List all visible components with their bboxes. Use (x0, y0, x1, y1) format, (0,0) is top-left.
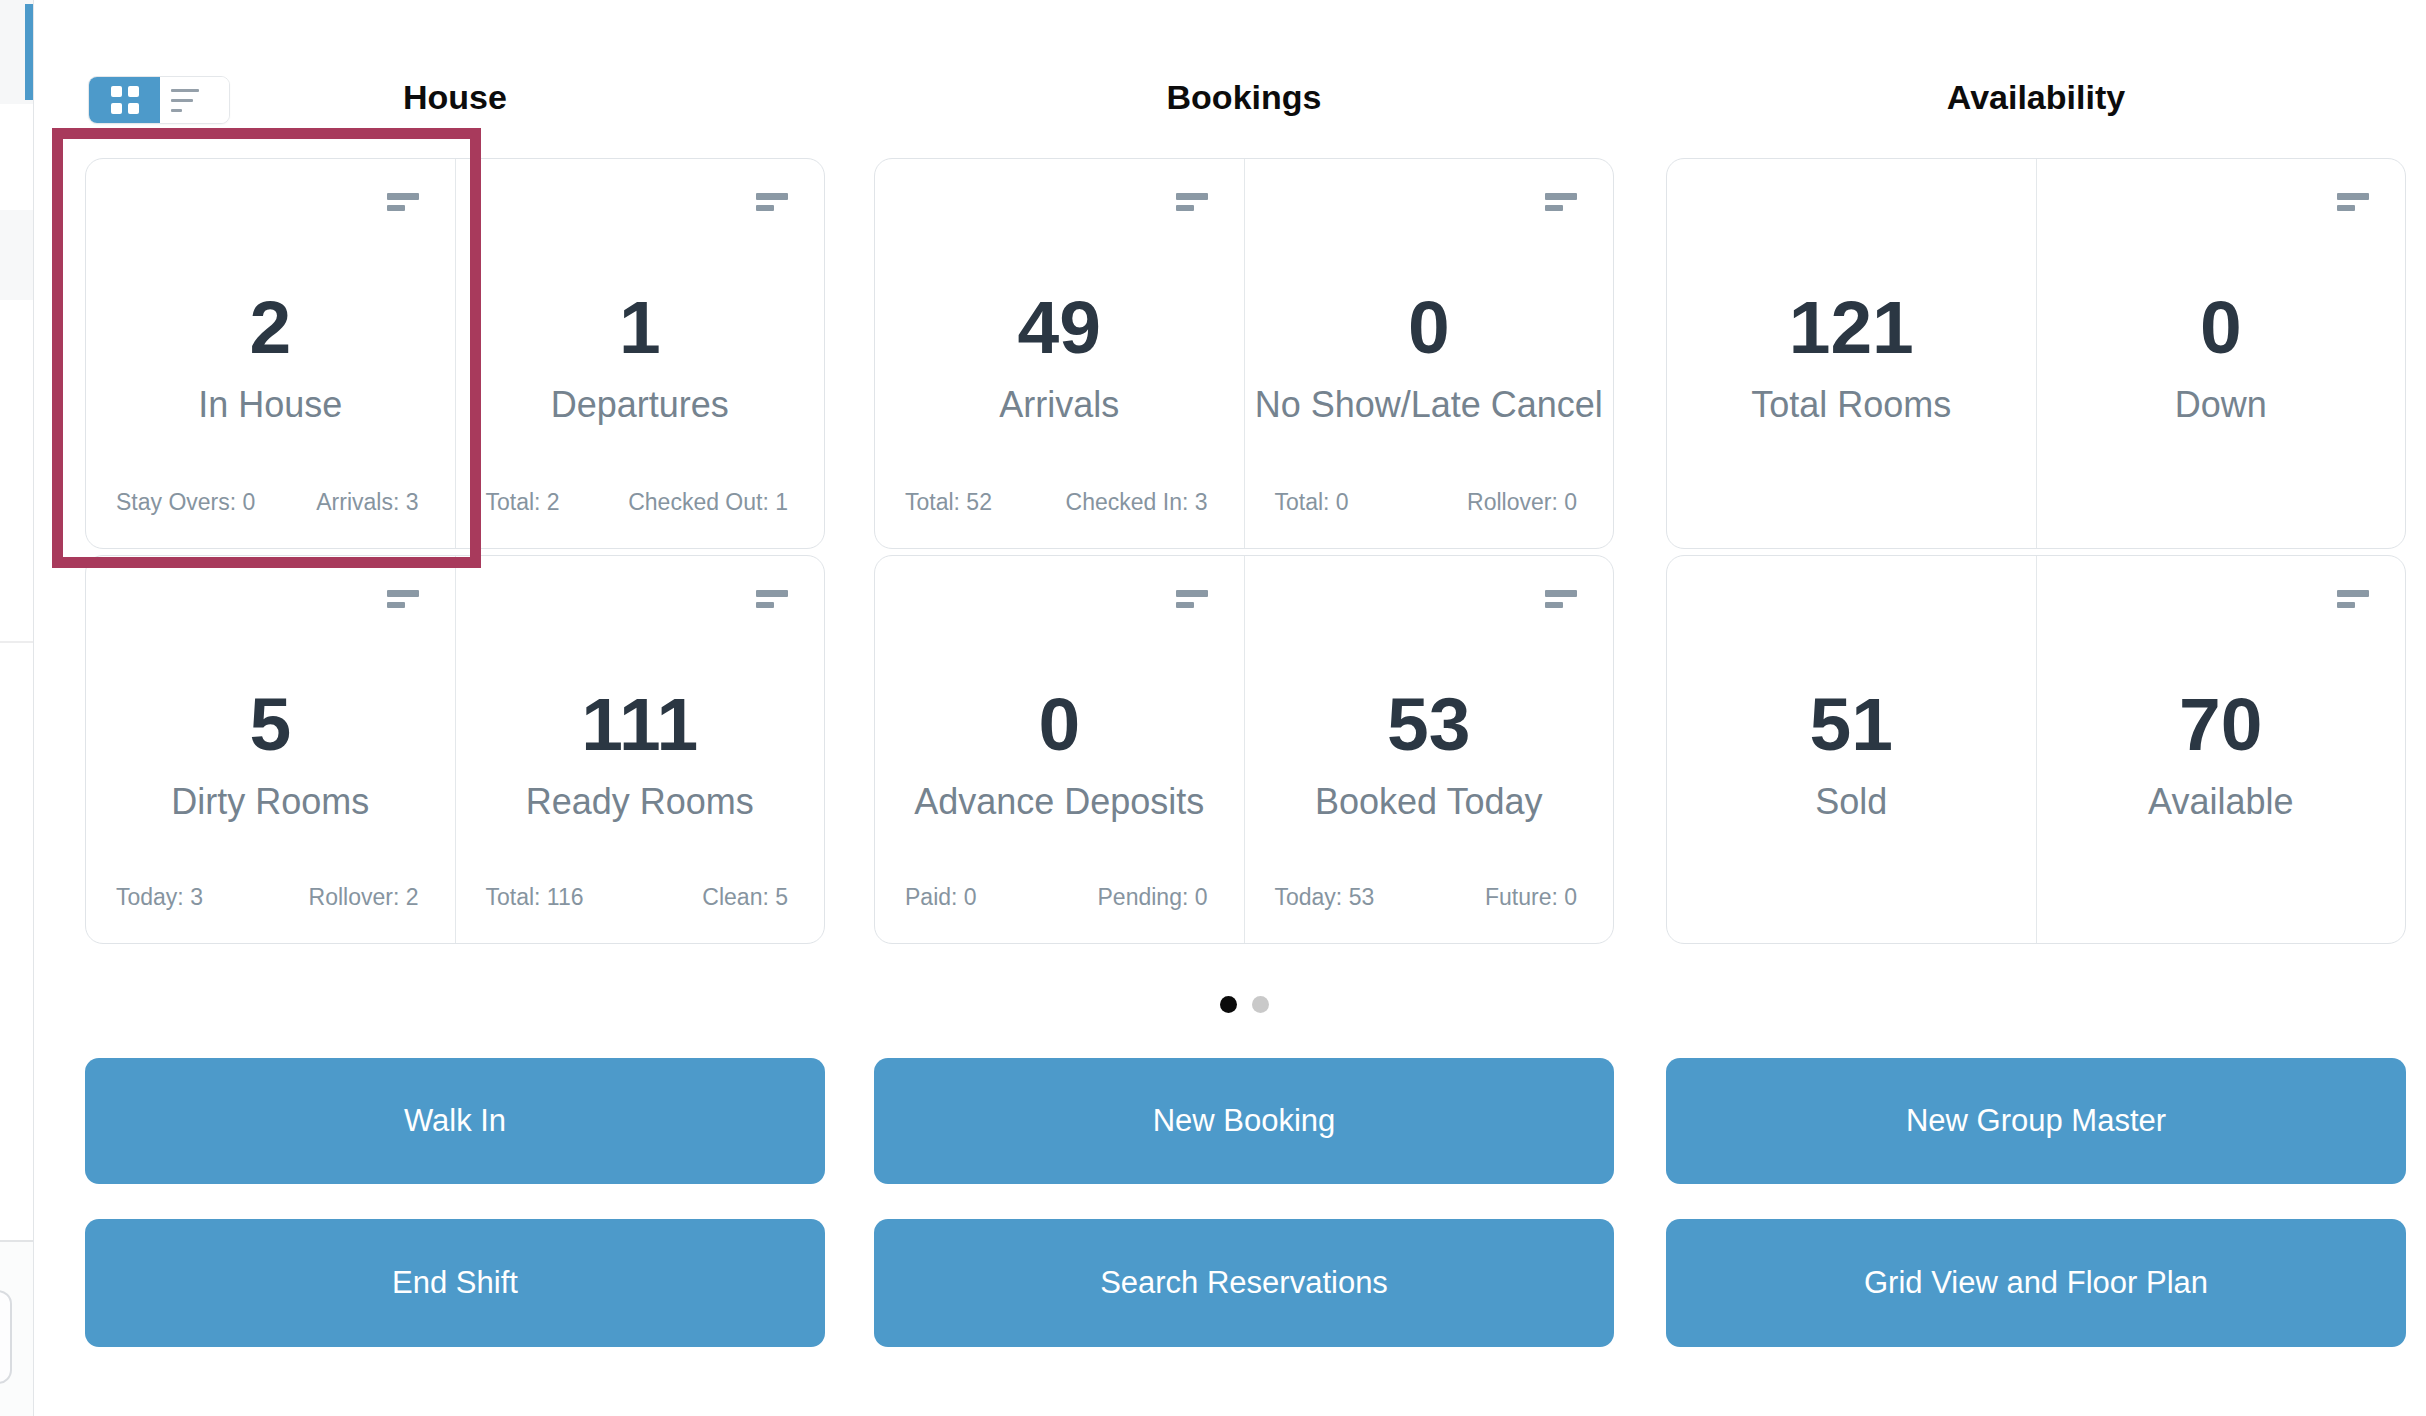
stat-sub-left: Paid: 0 (905, 884, 977, 911)
stat-label: Dirty Rooms (86, 781, 455, 823)
stat-card-total-rooms[interactable]: 121 Total Rooms (1667, 159, 2036, 548)
stat-label: No Show/Late Cancel (1245, 384, 1614, 426)
section-title-bookings: Bookings (874, 75, 1614, 119)
stats-bars-icon[interactable] (387, 590, 419, 608)
stat-card-departures[interactable]: 1 Departures Total: 2 Checked Out: 1 (455, 159, 825, 548)
stat-sub-left: Today: 3 (116, 884, 203, 911)
section-title-house: House (85, 75, 825, 119)
walk-in-button[interactable]: Walk In (85, 1058, 825, 1184)
sidebar-item[interactable] (0, 210, 33, 300)
stats-bars-icon[interactable] (756, 193, 788, 211)
house-panel-row1: 2 In House Stay Overs: 0 Arrivals: 3 1 D… (85, 158, 825, 549)
availability-panel-row2: 51 Sold 70 Available (1666, 555, 2406, 944)
stats-bars-icon[interactable] (387, 193, 419, 211)
stat-value: 51 (1667, 686, 2036, 762)
availability-panel-row1: 121 Total Rooms 0 Down (1666, 158, 2406, 549)
stats-bars-icon[interactable] (756, 590, 788, 608)
stat-sub-left: Total: 2 (486, 489, 560, 516)
pagination-dot[interactable] (1252, 996, 1269, 1013)
stat-card-dirty-rooms[interactable]: 5 Dirty Rooms Today: 3 Rollover: 2 (86, 556, 455, 943)
stat-card-no-show[interactable]: 0 No Show/Late Cancel Total: 0 Rollover:… (1244, 159, 1614, 548)
sidebar (0, 0, 34, 1416)
stat-value: 0 (2037, 289, 2406, 365)
stat-value: 1 (456, 289, 825, 365)
sidebar-divider (0, 641, 33, 643)
grid-view-floor-plan-button[interactable]: Grid View and Floor Plan (1666, 1219, 2406, 1347)
end-shift-button[interactable]: End Shift (85, 1219, 825, 1347)
stat-sub-right: Checked In: 3 (1066, 489, 1208, 516)
stat-label: Advance Deposits (875, 781, 1244, 823)
stat-card-ready-rooms[interactable]: 111 Ready Rooms Total: 116 Clean: 5 (455, 556, 825, 943)
stat-sub-right: Rollover: 2 (309, 884, 419, 911)
stat-label: Booked Today (1245, 781, 1614, 823)
stat-label: Arrivals (875, 384, 1244, 426)
stat-label: Available (2037, 781, 2406, 823)
stat-label: Ready Rooms (456, 781, 825, 823)
stat-value: 2 (86, 289, 455, 365)
stat-card-arrivals[interactable]: 49 Arrivals Total: 52 Checked In: 3 (875, 159, 1244, 548)
stats-bars-icon[interactable] (2337, 193, 2369, 211)
stat-card-advance-deposits[interactable]: 0 Advance Deposits Paid: 0 Pending: 0 (875, 556, 1244, 943)
stat-card-sold[interactable]: 51 Sold (1667, 556, 2036, 943)
stat-sub-right: Arrivals: 3 (316, 489, 418, 516)
stat-sub-left: Stay Overs: 0 (116, 489, 255, 516)
stat-card-in-house[interactable]: 2 In House Stay Overs: 0 Arrivals: 3 (86, 159, 455, 548)
sidebar-active-item[interactable] (0, 0, 33, 104)
new-booking-button[interactable]: New Booking (874, 1058, 1614, 1184)
stat-value: 49 (875, 289, 1244, 365)
stat-label: Total Rooms (1667, 384, 2036, 426)
stat-sub-left: Total: 52 (905, 489, 992, 516)
stat-label: Down (2037, 384, 2406, 426)
stat-value: 111 (456, 686, 825, 762)
stat-value: 121 (1667, 289, 2036, 365)
pagination-dot-active[interactable] (1220, 996, 1237, 1013)
stats-bars-icon[interactable] (1176, 590, 1208, 608)
stat-sub-right: Checked Out: 1 (628, 489, 788, 516)
stat-value: 53 (1245, 686, 1614, 762)
section-title-availability: Availability (1666, 75, 2406, 119)
bookings-panel-row2: 0 Advance Deposits Paid: 0 Pending: 0 53… (874, 555, 1614, 944)
stat-card-down[interactable]: 0 Down (2036, 159, 2406, 548)
stat-value: 0 (875, 686, 1244, 762)
active-indicator-bar (25, 4, 33, 100)
stat-sub-left: Total: 0 (1275, 489, 1349, 516)
stat-sub-right: Pending: 0 (1098, 884, 1208, 911)
stat-sub-left: Today: 53 (1275, 884, 1375, 911)
stats-bars-icon[interactable] (1545, 590, 1577, 608)
search-reservations-button[interactable]: Search Reservations (874, 1219, 1614, 1347)
stat-value: 0 (1245, 289, 1614, 365)
bookings-panel-row1: 49 Arrivals Total: 52 Checked In: 3 0 No… (874, 158, 1614, 549)
stat-value: 5 (86, 686, 455, 762)
new-group-master-button[interactable]: New Group Master (1666, 1058, 2406, 1184)
stat-sub-right: Rollover: 0 (1467, 489, 1577, 516)
stat-sub-left: Total: 116 (486, 884, 584, 911)
bottom-panel-sliver (0, 1290, 12, 1384)
stat-sub-right: Clean: 5 (702, 884, 788, 911)
carousel-pagination (874, 996, 1614, 1013)
stat-label: Departures (456, 384, 825, 426)
stat-card-booked-today[interactable]: 53 Booked Today Today: 53 Future: 0 (1244, 556, 1614, 943)
stats-bars-icon[interactable] (2337, 590, 2369, 608)
stat-label: Sold (1667, 781, 2036, 823)
stat-value: 70 (2037, 686, 2406, 762)
stat-label: In House (86, 384, 455, 426)
stat-card-available[interactable]: 70 Available (2036, 556, 2406, 943)
stats-bars-icon[interactable] (1176, 193, 1208, 211)
dashboard: House Bookings Availability 2 In House S… (0, 0, 2426, 1416)
house-panel-row2: 5 Dirty Rooms Today: 3 Rollover: 2 111 R… (85, 555, 825, 944)
stat-sub-right: Future: 0 (1485, 884, 1577, 911)
stats-bars-icon[interactable] (1545, 193, 1577, 211)
